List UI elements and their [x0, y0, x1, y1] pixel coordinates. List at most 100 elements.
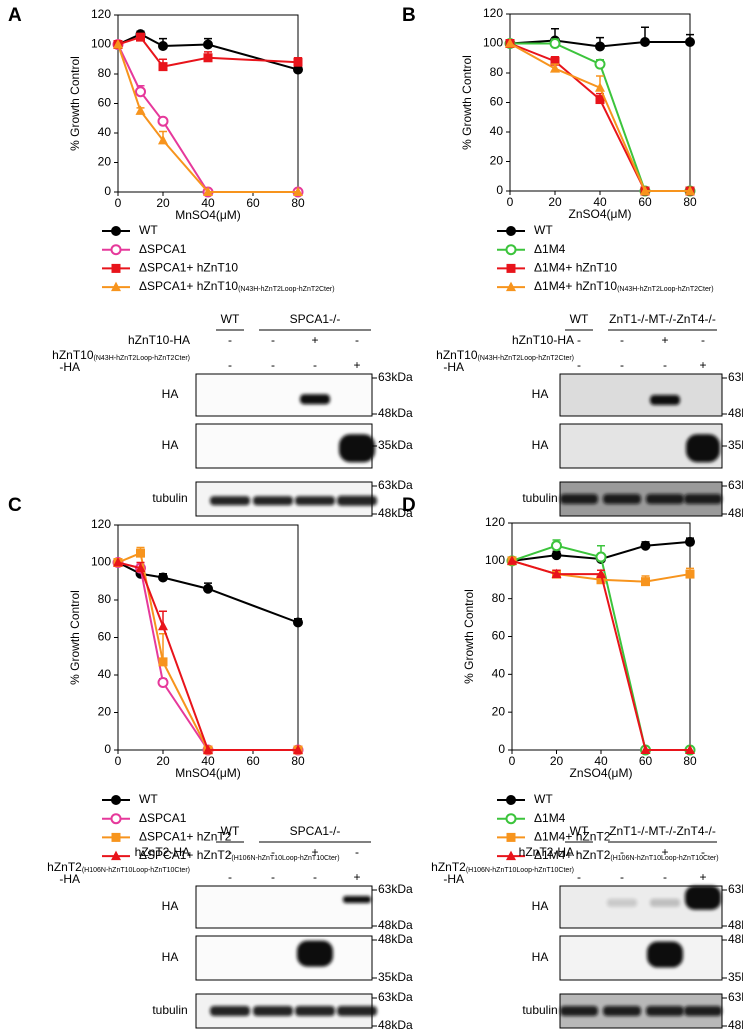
size-marker: 63kDa: [728, 882, 743, 896]
group-label: ZnT1-/-MT-/-ZnT4-/-: [609, 312, 716, 326]
row-label: hZnT10-HA: [512, 333, 574, 347]
y-axis-label: % Growth Control: [462, 589, 476, 684]
marker: [551, 568, 562, 579]
size-marker: 35kDa: [728, 970, 743, 984]
lane-sign: -: [228, 333, 232, 347]
group-label: ZnT1-/-MT-/-ZnT4-/-: [609, 824, 716, 838]
legend-label: Δ1M4+ hZnT10(N43H-hZnT2Loop-hZnT2Cter): [534, 279, 714, 293]
lane-sign: -: [663, 870, 667, 884]
band: [686, 434, 720, 463]
marker: [111, 263, 121, 273]
group-label: WT: [221, 824, 240, 838]
y-tick-label: 20: [98, 155, 112, 169]
marker: [203, 53, 213, 63]
band: [646, 494, 684, 504]
strip-label: HA: [162, 899, 179, 913]
marker: [135, 105, 146, 115]
strip-label: tubulin: [152, 491, 187, 505]
row-label: -HA: [59, 872, 80, 886]
legend-label: Δ1M4: [534, 811, 566, 825]
marker: [158, 620, 168, 631]
y-tick-label: 0: [498, 742, 505, 756]
row-label: hZnT10(N43H-hZnT2Loop-hZnT2Cter): [436, 348, 574, 362]
lane-sign: -: [577, 845, 581, 859]
marker: [113, 39, 123, 49]
lane-sign: -: [271, 358, 275, 372]
x-tick-label: 0: [115, 754, 122, 768]
marker: [640, 744, 651, 754]
blot-strip: [195, 935, 373, 981]
strip-label: HA: [532, 387, 549, 401]
y-tick-label: 100: [91, 555, 111, 569]
group-label: WT: [570, 312, 589, 326]
lane-sign: -: [701, 333, 705, 347]
y-tick-label: 40: [492, 667, 506, 681]
lane-sign: -: [228, 870, 232, 884]
size-marker: 48kDa: [378, 1018, 413, 1032]
y-tick-label: 100: [91, 37, 111, 51]
marker: [136, 548, 145, 558]
marker: [203, 186, 213, 196]
marker: [640, 540, 651, 551]
blot-strip: [195, 885, 373, 929]
legend-label: ΔSPCA1: [139, 811, 187, 825]
band: [337, 1006, 377, 1016]
legend-label: ΔSPCA1+ hZnT10(N43H-hZnT2Loop-hZnT2Cter): [139, 279, 335, 293]
band: [560, 1006, 598, 1016]
y-tick-label: 0: [104, 184, 111, 198]
y-tick-label: 120: [483, 6, 503, 20]
marker: [293, 186, 303, 196]
lane-sign: +: [661, 333, 668, 347]
lane-sign: +: [353, 870, 360, 884]
marker: [685, 744, 695, 754]
lane-sign: -: [271, 333, 275, 347]
marker: [110, 813, 122, 825]
marker: [596, 568, 606, 579]
x-tick-label: 60: [638, 195, 652, 209]
legend-label: Δ1M4+ hZnT2: [534, 830, 611, 844]
y-axis-label: % Growth Control: [68, 56, 82, 151]
legend-label: Δ1M4+ hZnT10: [534, 261, 617, 275]
x-tick-label: 80: [683, 195, 697, 209]
legend-label: Δ1M4: [534, 242, 566, 256]
size-marker: 48kDa: [728, 932, 743, 946]
legend-label: WT: [139, 792, 158, 806]
marker: [506, 281, 516, 292]
size-marker: 48kDa: [728, 406, 743, 420]
panel-label: A: [8, 5, 22, 26]
row-label: -HA: [443, 360, 464, 374]
lane-sign: -: [271, 870, 275, 884]
legend-label: WT: [534, 792, 553, 806]
blot-strip: [559, 935, 723, 981]
marker: [157, 677, 169, 688]
lane-sign: +: [353, 358, 360, 372]
marker: [111, 226, 121, 236]
band: [210, 1006, 250, 1016]
legend-label: ΔSPCA1+ hZnT10: [139, 261, 238, 275]
size-marker: 63kDa: [728, 478, 743, 492]
y-tick-label: 100: [483, 36, 503, 50]
marker: [158, 62, 168, 72]
marker: [293, 617, 303, 628]
lane-sign: -: [620, 845, 624, 859]
legend-label: WT: [534, 223, 553, 237]
y-tick-label: 60: [98, 630, 112, 644]
y-tick-label: 0: [104, 742, 111, 756]
group-label: WT: [570, 824, 589, 838]
band: [210, 496, 250, 506]
row-label: -HA: [443, 872, 464, 886]
strip-label: HA: [162, 438, 179, 452]
lane-sign: -: [620, 358, 624, 372]
row-label: hZnT10(N43H-hZnT2Loop-hZnT2Cter): [52, 348, 190, 362]
strip-label: HA: [162, 387, 179, 401]
marker: [551, 550, 562, 561]
legend-label: ΔSPCA1: [139, 242, 187, 256]
marker: [136, 32, 145, 42]
x-tick-label: 80: [291, 754, 305, 768]
band: [343, 895, 371, 903]
legend-label: ΔSPCA1+ hZnT2: [139, 830, 232, 844]
marker: [595, 41, 605, 52]
y-tick-label: 0: [496, 183, 503, 197]
marker: [506, 226, 516, 236]
